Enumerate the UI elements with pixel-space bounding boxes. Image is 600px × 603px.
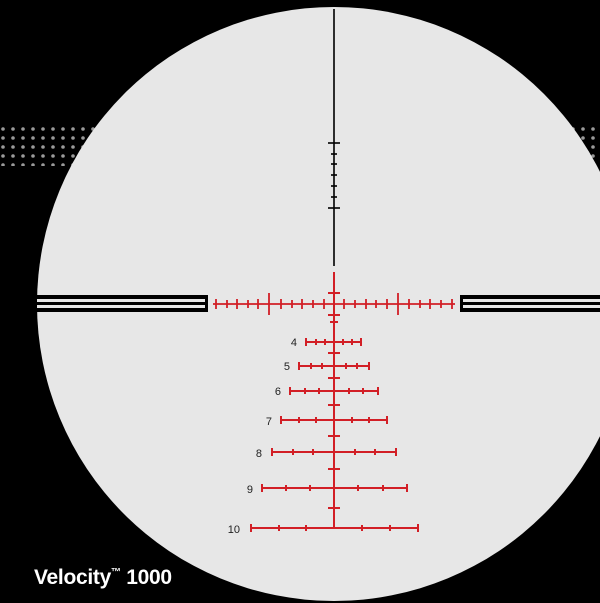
holdover-bar-4 bbox=[305, 338, 362, 346]
holdover-stadia bbox=[250, 330, 419, 532]
right-post bbox=[460, 295, 600, 312]
center-aiming-post bbox=[328, 272, 340, 330]
holdover-label-9: 9 bbox=[247, 484, 253, 496]
holdover-bar-7 bbox=[280, 416, 388, 424]
product-caption: Velocity™ 1000 bbox=[34, 566, 172, 590]
vertical-crosshair bbox=[328, 9, 340, 266]
holdover-label-6: 6 bbox=[275, 386, 281, 398]
holdover-bar-8 bbox=[271, 448, 397, 456]
product-model: 1000 bbox=[126, 566, 172, 589]
holdover-label-5: 5 bbox=[284, 361, 290, 373]
holdover-label-8: 8 bbox=[256, 448, 262, 460]
holdover-bar-10 bbox=[250, 524, 419, 532]
holdover-label-10: 10 bbox=[228, 524, 240, 536]
holdover-label-7: 7 bbox=[266, 416, 272, 428]
holdover-bar-6 bbox=[289, 387, 379, 395]
product-name: Velocity bbox=[34, 566, 111, 589]
holdover-labels: 4 5 6 7 8 9 10 bbox=[228, 337, 297, 536]
holdover-label-4: 4 bbox=[291, 337, 297, 349]
holdover-bar-5 bbox=[298, 362, 370, 370]
holdover-bar-9 bbox=[261, 484, 408, 492]
trademark-symbol: ™ bbox=[110, 567, 121, 578]
left-post bbox=[37, 295, 208, 312]
